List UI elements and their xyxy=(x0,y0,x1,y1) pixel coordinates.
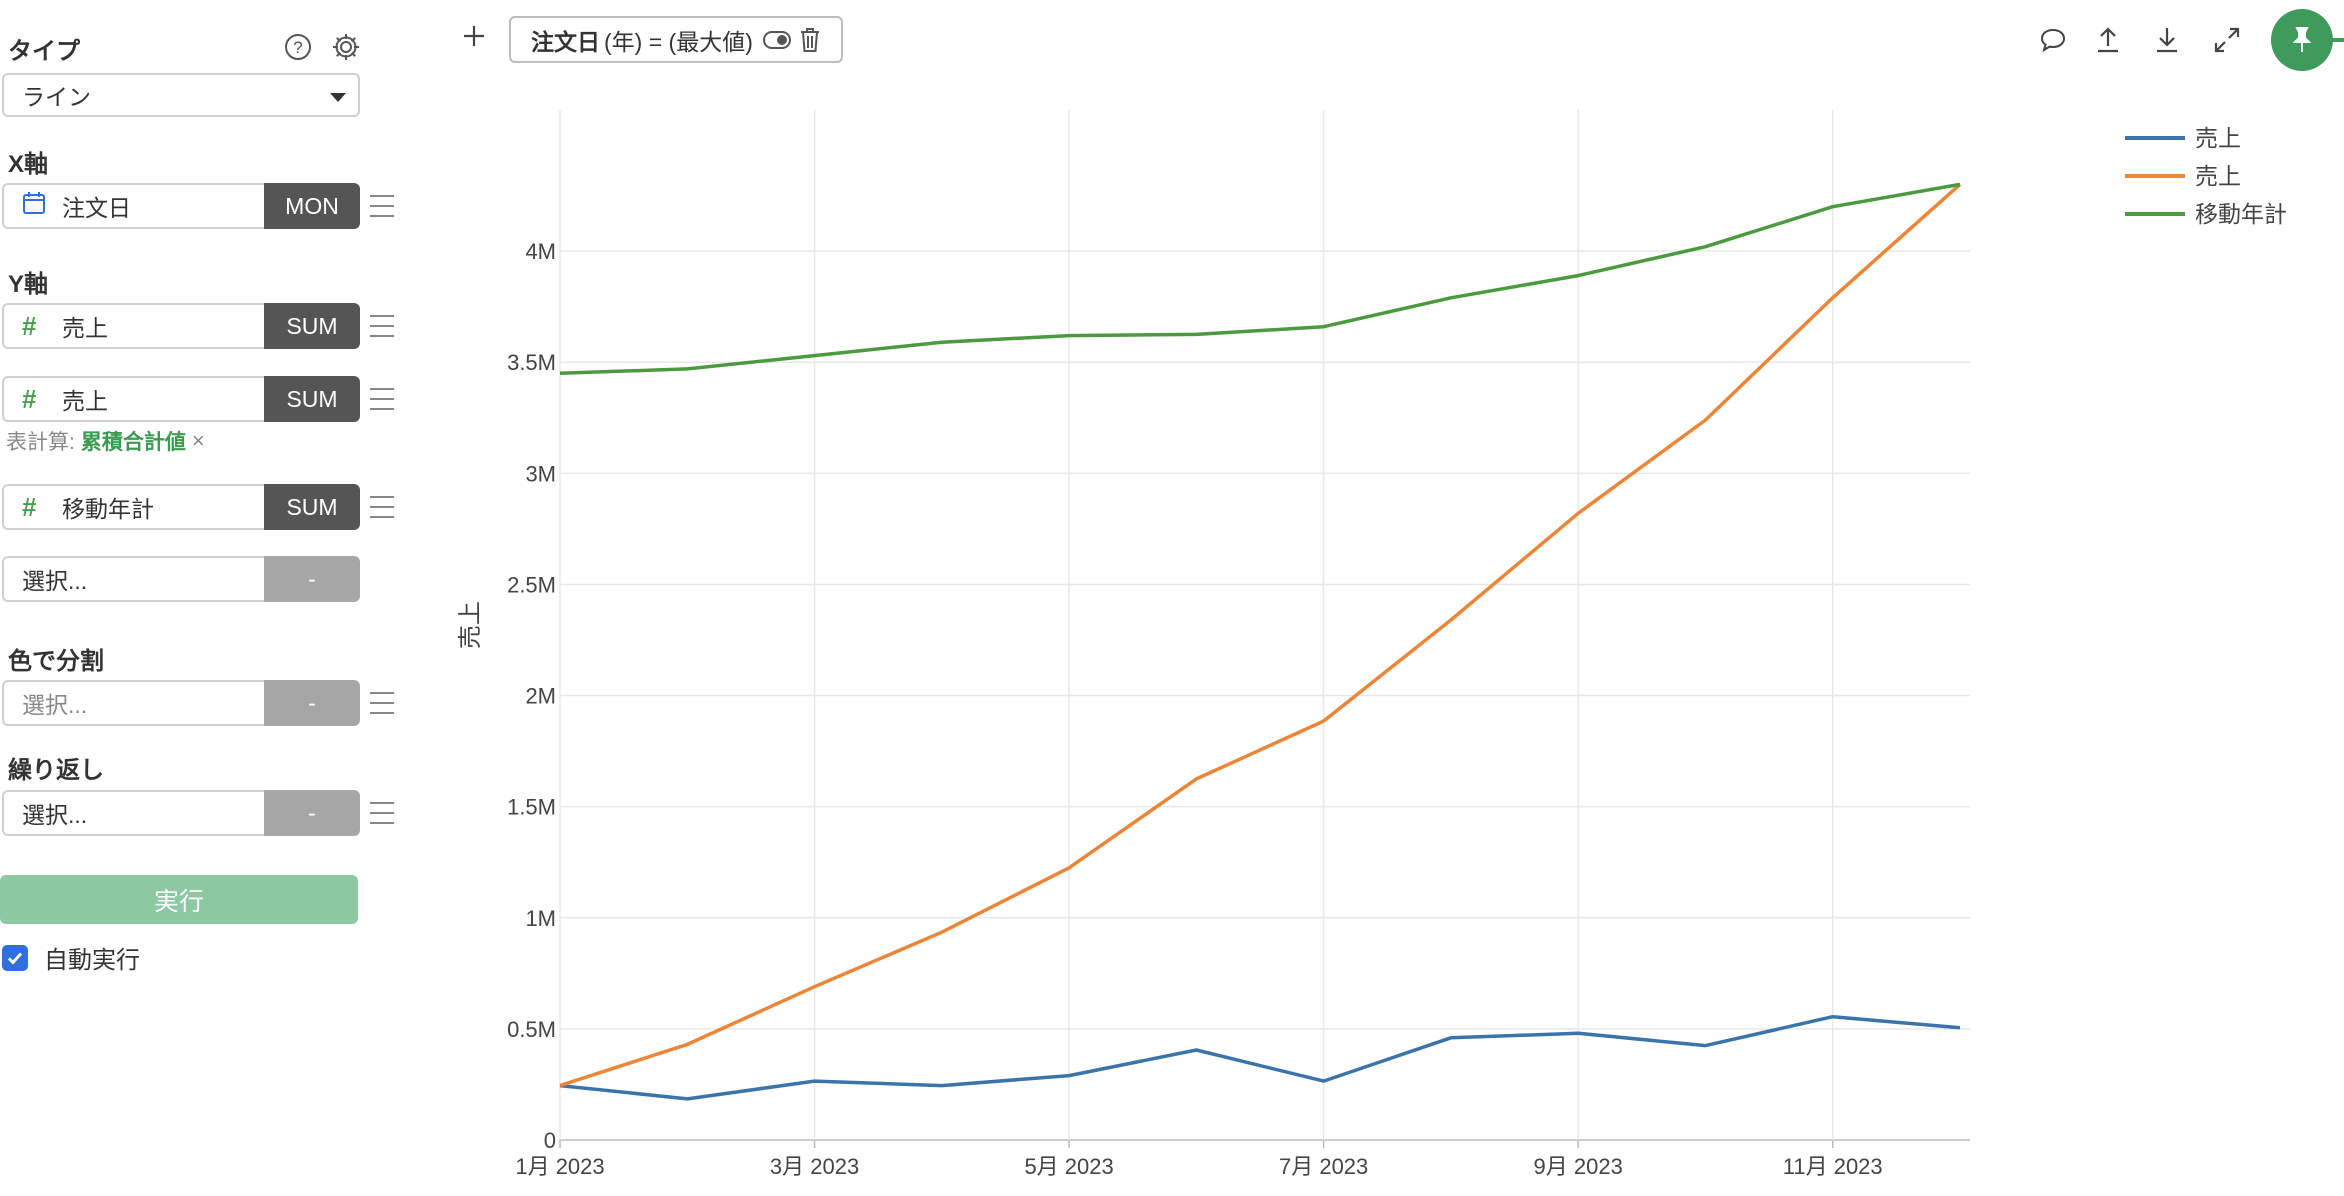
comment-icon[interactable] xyxy=(2037,24,2069,56)
x-tick-label: 3月 2023 xyxy=(770,1154,859,1179)
y-axis-label: 売上 xyxy=(457,601,484,649)
filter-condition: (年) = (最大値) xyxy=(604,28,753,55)
y-axis-add-field-agg[interactable]: - xyxy=(264,556,360,602)
y-axis-ticks: 0 0.5M 1M 1.5M 2M 2.5M 3M 3.5M 4M xyxy=(507,239,556,1153)
y-axis-label: Y軸 xyxy=(8,271,49,298)
y-axis-field-1-menu-icon[interactable] xyxy=(370,315,394,337)
pin-icon[interactable] xyxy=(2271,9,2333,71)
upload-icon[interactable] xyxy=(2092,24,2124,56)
x-axis-field-label: 注文日 xyxy=(62,195,131,221)
table-calc-remove-icon[interactable]: × xyxy=(191,428,205,453)
y-axis-field-1-name[interactable]: # 売上 xyxy=(2,303,264,349)
help-circle-icon[interactable]: ? xyxy=(281,30,315,64)
x-tick-label: 1月 2023 xyxy=(515,1154,604,1179)
x-tick-label: 11月 2023 xyxy=(1783,1154,1883,1179)
color-split-menu-icon[interactable] xyxy=(370,692,394,714)
y-tick-label: 3.5M xyxy=(507,350,556,375)
grid xyxy=(559,110,1970,1148)
chart-type-select[interactable]: ライン xyxy=(2,73,360,117)
table-calc-label: 表計算: xyxy=(6,431,75,454)
series-lines xyxy=(559,182,1962,1101)
series-line-3 xyxy=(559,182,1961,376)
x-tick-label: 5月 2023 xyxy=(1024,1154,1113,1179)
type-label: タイプ xyxy=(8,38,80,65)
pin-tail xyxy=(2330,38,2344,42)
calendar-icon xyxy=(22,191,62,222)
y-tick-label: 4M xyxy=(525,239,556,264)
auto-run-checkbox[interactable] xyxy=(2,944,28,971)
x-axis-menu-icon[interactable] xyxy=(370,195,394,217)
line-chart-svg: 0 0.5M 1M 1.5M 2M 2.5M 3M 3.5M 4M 1月 2023 3月 2023… xyxy=(457,110,2287,1179)
color-split-label: 色で分割 xyxy=(8,648,104,675)
y-tick-label: 0.5M xyxy=(507,1017,556,1042)
y-axis-field-3-name[interactable]: # 移動年計 xyxy=(2,484,264,530)
y-axis-field-1-agg-button[interactable]: SUM xyxy=(264,303,360,349)
x-tick-label: 7月 2023 xyxy=(1279,1154,1368,1179)
y-tick-label: 2M xyxy=(525,684,556,709)
chevron-down-icon xyxy=(330,93,346,102)
x-tick-label: 9月 2023 xyxy=(1534,1154,1623,1179)
color-split-input[interactable]: 選択... xyxy=(2,680,264,726)
y-axis-field-3[interactable]: # 移動年計 SUM xyxy=(2,484,360,530)
legend-label: 売上 xyxy=(2195,163,2241,189)
filter-chip[interactable]: 注文日 (年) = (最大値) xyxy=(509,16,843,63)
run-button[interactable]: 実行 xyxy=(0,875,358,924)
gear-icon[interactable] xyxy=(329,30,363,64)
y-axis-field-2-name[interactable]: # 売上 xyxy=(2,376,264,422)
y-axis-field-3-agg-button[interactable]: SUM xyxy=(264,484,360,530)
legend-label: 売上 xyxy=(2195,125,2241,151)
y-axis-add-field-name[interactable]: 選択... xyxy=(2,556,264,602)
x-axis-field-name[interactable]: 注文日 xyxy=(2,183,264,229)
hash-icon: # xyxy=(22,310,37,341)
x-axis-agg-button[interactable]: MON xyxy=(264,183,360,229)
x-axis-ticks: 1月 2023 3月 2023 5月 2023 7月 2023 9月 2023 11月 2… xyxy=(515,1154,1882,1179)
legend-label: 移動年計 xyxy=(2195,201,2287,227)
series-line-2 xyxy=(559,183,1962,1088)
eye-toggle-icon[interactable] xyxy=(762,30,791,49)
y-axis-field-1-label: 売上 xyxy=(62,315,108,341)
plus-icon[interactable] xyxy=(460,22,488,50)
series-line-1 xyxy=(559,1014,1961,1101)
color-split-field[interactable]: 選択... - xyxy=(2,680,360,726)
line-chart: 0 0.5M 1M 1.5M 2M 2.5M 3M 3.5M 4M 1月 2023 3月 2023… xyxy=(440,90,2344,1196)
chart-type-value: ライン xyxy=(22,84,91,110)
repeat-menu-icon[interactable] xyxy=(370,802,394,824)
repeat-agg[interactable]: - xyxy=(264,790,360,836)
x-axis-field[interactable]: 注文日 MON xyxy=(2,183,360,229)
filter-field: 注文日 xyxy=(531,28,600,55)
download-icon[interactable] xyxy=(2151,24,2183,56)
y-axis-field-2[interactable]: # 売上 SUM xyxy=(2,376,360,422)
auto-run-label: 自動実行 xyxy=(44,947,140,974)
y-axis-field-2-agg-button[interactable]: SUM xyxy=(264,376,360,422)
y-axis-field-3-menu-icon[interactable] xyxy=(370,496,394,518)
y-tick-label: 1.5M xyxy=(507,795,556,820)
y-tick-label: 1M xyxy=(525,906,556,931)
svg-text:?: ? xyxy=(293,38,302,57)
x-axis-label: X軸 xyxy=(8,151,49,178)
auto-run-row[interactable]: 自動実行 xyxy=(2,940,140,975)
y-axis-add-field[interactable]: 選択... - xyxy=(2,556,360,602)
hash-icon: # xyxy=(22,491,37,522)
hash-icon: # xyxy=(22,383,37,414)
repeat-field[interactable]: 選択... - xyxy=(2,790,360,836)
y-axis-field-1[interactable]: # 売上 SUM xyxy=(2,303,360,349)
color-split-agg[interactable]: - xyxy=(264,680,360,726)
table-calc-row: 表計算: 累積合計値 × xyxy=(6,426,205,456)
y-tick-label: 0 xyxy=(544,1128,556,1153)
y-tick-label: 3M xyxy=(525,461,556,486)
repeat-input[interactable]: 選択... xyxy=(2,790,264,836)
y-tick-label: 2.5M xyxy=(507,572,556,597)
trash-icon[interactable] xyxy=(799,27,821,53)
y-axis-field-2-label: 売上 xyxy=(62,388,108,414)
repeat-label: 繰り返し xyxy=(8,757,104,784)
expand-icon[interactable] xyxy=(2211,24,2243,56)
sidebar: タイプ ? ライン X軸 注文日 MON Y軸 # 売上 SUM # 売上 xyxy=(0,0,400,1196)
y-axis-field-2-menu-icon[interactable] xyxy=(370,388,394,410)
table-calc-value[interactable]: 累積合計値 xyxy=(80,431,186,454)
y-axis-field-3-label: 移動年計 xyxy=(62,496,154,522)
